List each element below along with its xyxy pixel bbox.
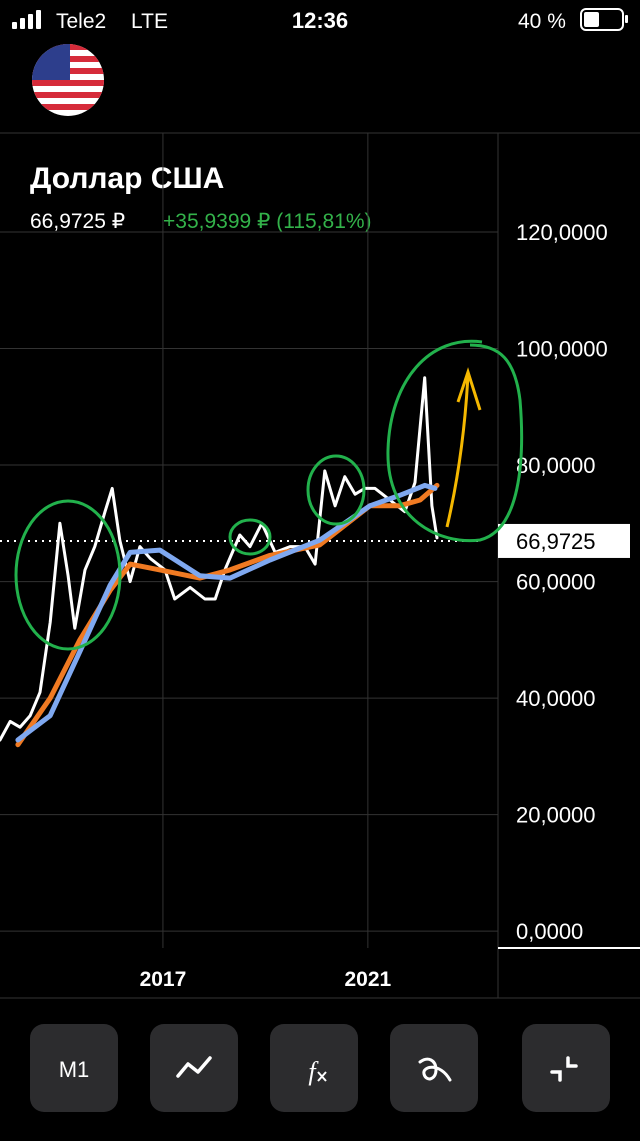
collapse-icon xyxy=(550,1056,578,1082)
toolbar: M1 f xyxy=(30,1024,610,1112)
fx-icon-x xyxy=(317,1071,327,1082)
indicators-button[interactable] xyxy=(270,1024,358,1112)
y-tick-label: 40,0000 xyxy=(516,686,596,711)
draw-icon xyxy=(418,1057,452,1082)
carrier: Tele2 xyxy=(56,10,106,33)
time: 12:36 xyxy=(292,8,348,33)
price-line xyxy=(0,376,439,742)
y-tick-label: 100,0000 xyxy=(516,337,608,362)
network: LTE xyxy=(131,10,168,33)
period-label: M1 xyxy=(59,1057,90,1082)
collapse-button[interactable] xyxy=(522,1024,610,1112)
annotations xyxy=(14,339,524,651)
period-button[interactable] xyxy=(30,1024,118,1112)
chart: 0,0000 20,0000 40,0000 60,0000 80,0000 100,00… xyxy=(0,133,640,998)
annotation-arrow xyxy=(445,367,482,528)
price-line xyxy=(15,482,438,743)
y-tick-label: 80,0000 xyxy=(516,453,596,478)
y-tick-label: 120,0000 xyxy=(516,220,608,245)
x-tick-label: 2021 xyxy=(345,968,392,991)
fx-icon: f xyxy=(308,1057,319,1086)
price-line xyxy=(15,482,440,748)
battery-icon xyxy=(580,8,628,31)
price: 66,9725 ₽ xyxy=(30,210,125,233)
line-icon xyxy=(176,1056,212,1078)
signal-icon xyxy=(12,10,41,29)
x-tick-label: 2017 xyxy=(140,968,187,991)
flag-icon xyxy=(32,44,104,116)
current-price-box xyxy=(498,523,630,558)
battery-percent: 40 % xyxy=(518,10,566,33)
y-tick-label: 20,0000 xyxy=(516,803,596,828)
change: +35,9399 ₽ (115,81%) xyxy=(163,210,372,233)
title: Доллар США xyxy=(30,162,224,195)
current-price-label: 66,9725 xyxy=(516,529,596,554)
y-tick-label: 0,0000 xyxy=(516,919,583,944)
y-tick-label: 60,0000 xyxy=(516,570,596,595)
